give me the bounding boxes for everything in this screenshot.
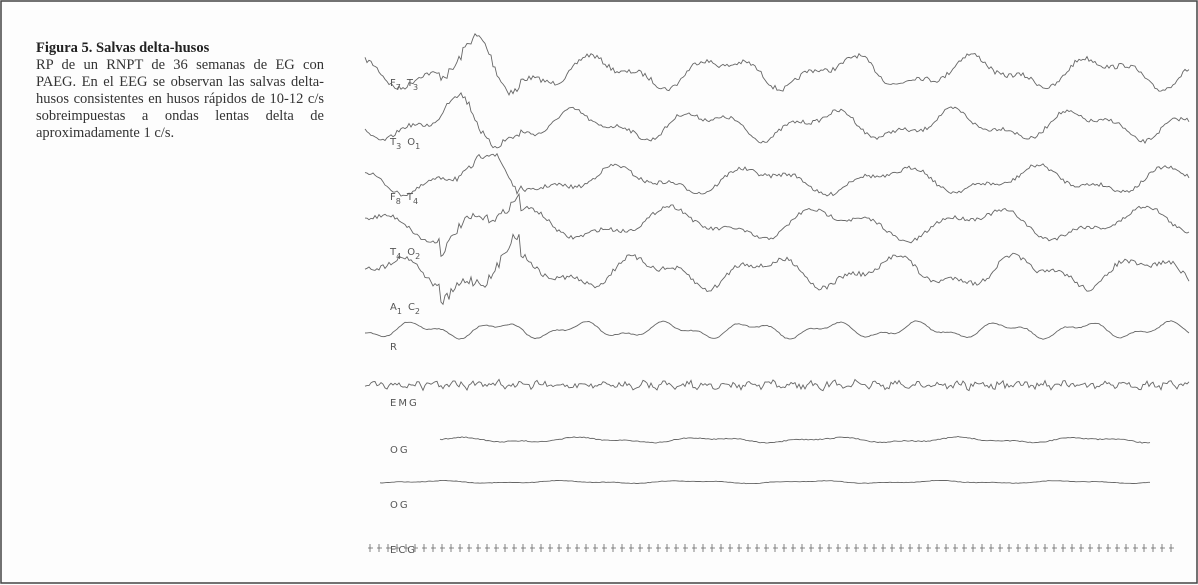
channel-label: R bbox=[390, 342, 399, 353]
eeg-trace bbox=[365, 234, 1189, 304]
eeg-trace bbox=[365, 154, 1189, 196]
channel-letter: O bbox=[407, 247, 415, 258]
channel-letter: O bbox=[407, 137, 415, 148]
channel-index: 3 bbox=[396, 142, 401, 151]
channel-label: EMG bbox=[390, 398, 419, 409]
channel-index: 3 bbox=[413, 83, 418, 92]
page: Figura 5. Salvas delta-husos RP de un RN… bbox=[0, 0, 1198, 585]
channel-label: OG bbox=[390, 445, 410, 456]
eeg-trace bbox=[365, 194, 1189, 256]
eeg-figure: F7T3T3O1F8T4T4O2A1C2REMGOGOGECG bbox=[0, 0, 1198, 585]
channel-index: 8 bbox=[396, 197, 401, 206]
channel-index: 1 bbox=[397, 307, 402, 316]
channel-index: 7 bbox=[396, 83, 401, 92]
eeg-trace bbox=[368, 544, 1174, 552]
eeg-trace bbox=[380, 480, 1150, 483]
eeg-trace bbox=[365, 93, 1189, 148]
channel-letter: C bbox=[408, 302, 415, 313]
channel-index: 4 bbox=[413, 197, 418, 206]
eeg-trace bbox=[365, 34, 1189, 95]
channel-label: OG bbox=[390, 500, 410, 511]
channel-index: 2 bbox=[415, 252, 420, 261]
channel-index: 4 bbox=[396, 252, 401, 261]
channel-index: 1 bbox=[415, 142, 420, 151]
channel-index: 2 bbox=[415, 307, 420, 316]
eeg-trace bbox=[365, 321, 1189, 340]
frame bbox=[1, 1, 1197, 583]
eeg-trace bbox=[440, 437, 1150, 444]
eeg-trace bbox=[365, 379, 1189, 390]
channel-label: ECG bbox=[390, 545, 417, 556]
